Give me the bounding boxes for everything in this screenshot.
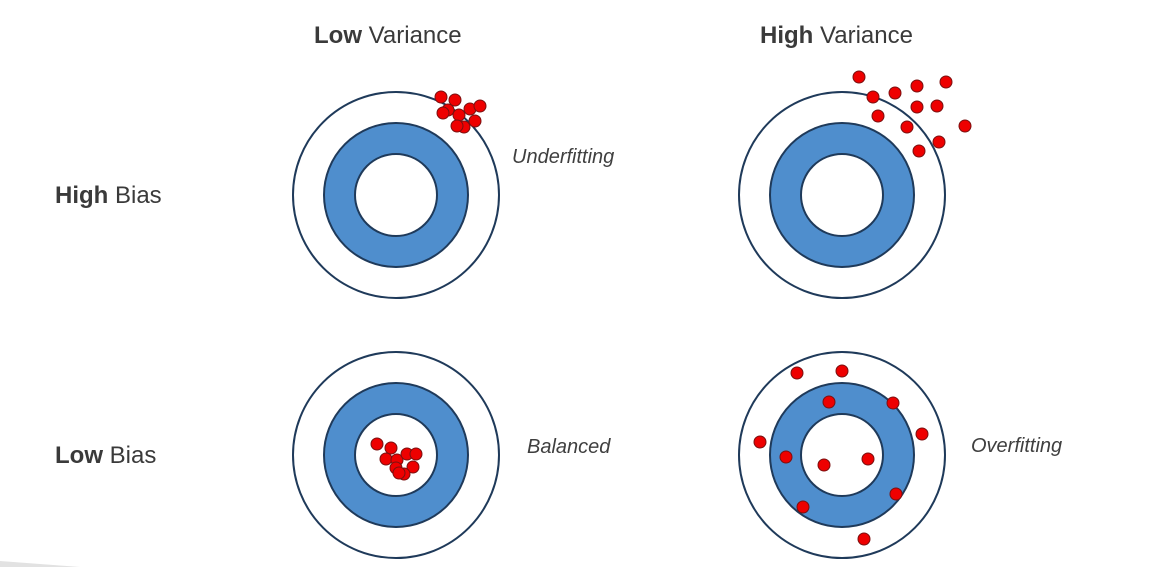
shot-dot xyxy=(888,86,902,100)
target-high-bias-high-variance xyxy=(738,70,972,299)
column-header-rest: Variance xyxy=(813,22,913,49)
shot-dot xyxy=(889,487,903,501)
shot-dot xyxy=(932,135,946,149)
shot-dot xyxy=(857,532,871,546)
shot-dot xyxy=(958,119,972,133)
row-header-low-bias: Low Bias xyxy=(55,442,156,470)
shot-dot xyxy=(939,75,953,89)
row-header-strong: Low xyxy=(55,442,103,469)
row-header-high-bias: High Bias xyxy=(55,182,162,210)
shot-dot xyxy=(392,466,406,480)
shot-dot xyxy=(370,437,384,451)
row-header-rest: Bias xyxy=(108,182,162,209)
shot-dot xyxy=(384,441,398,455)
shot-dot xyxy=(900,120,914,134)
target-bullseye xyxy=(800,413,884,497)
corner-decoration xyxy=(0,561,80,567)
shot-dot xyxy=(406,460,420,474)
shot-dot xyxy=(779,450,793,464)
column-header-strong: Low xyxy=(314,22,362,49)
column-header-rest: Variance xyxy=(362,22,462,49)
shot-dot xyxy=(450,119,464,133)
target-high-bias-low-variance xyxy=(292,90,500,299)
target-bullseye xyxy=(800,153,884,237)
shot-dot xyxy=(409,447,423,461)
shot-dot xyxy=(473,99,487,113)
shot-dot xyxy=(822,395,836,409)
label-overfitting: Overfitting xyxy=(971,435,1063,457)
shot-dot xyxy=(912,144,926,158)
shot-dot xyxy=(434,90,448,104)
row-header-rest: Bias xyxy=(103,442,157,469)
shot-dot xyxy=(448,93,462,107)
shot-dot xyxy=(886,396,900,410)
label-balanced: Balanced xyxy=(527,436,611,458)
target-low-bias-low-variance xyxy=(292,351,500,559)
shot-dot xyxy=(930,99,944,113)
shot-dot xyxy=(790,366,804,380)
shot-dot xyxy=(436,106,450,120)
shot-dot xyxy=(835,364,849,378)
shot-dot xyxy=(852,70,866,84)
shot-dot xyxy=(861,452,875,466)
shot-dot xyxy=(796,500,810,514)
shot-dot xyxy=(910,79,924,93)
shot-dot xyxy=(871,109,885,123)
column-header-strong: High xyxy=(760,22,814,49)
shot-dot xyxy=(468,114,482,128)
shot-dot xyxy=(910,100,924,114)
column-header-high-variance: High Variance xyxy=(760,22,913,50)
shot-dot xyxy=(753,435,767,449)
target-bullseye xyxy=(354,153,438,237)
shot-dot xyxy=(866,90,880,104)
shot-dot xyxy=(915,427,929,441)
row-header-strong: High xyxy=(55,182,109,209)
shot-dot xyxy=(379,452,393,466)
target-low-bias-high-variance xyxy=(738,351,946,559)
shot-dot xyxy=(452,108,466,122)
column-header-low-variance: Low Variance xyxy=(314,22,462,50)
label-underfitting: Underfitting xyxy=(512,146,615,168)
shot-dot xyxy=(817,458,831,472)
